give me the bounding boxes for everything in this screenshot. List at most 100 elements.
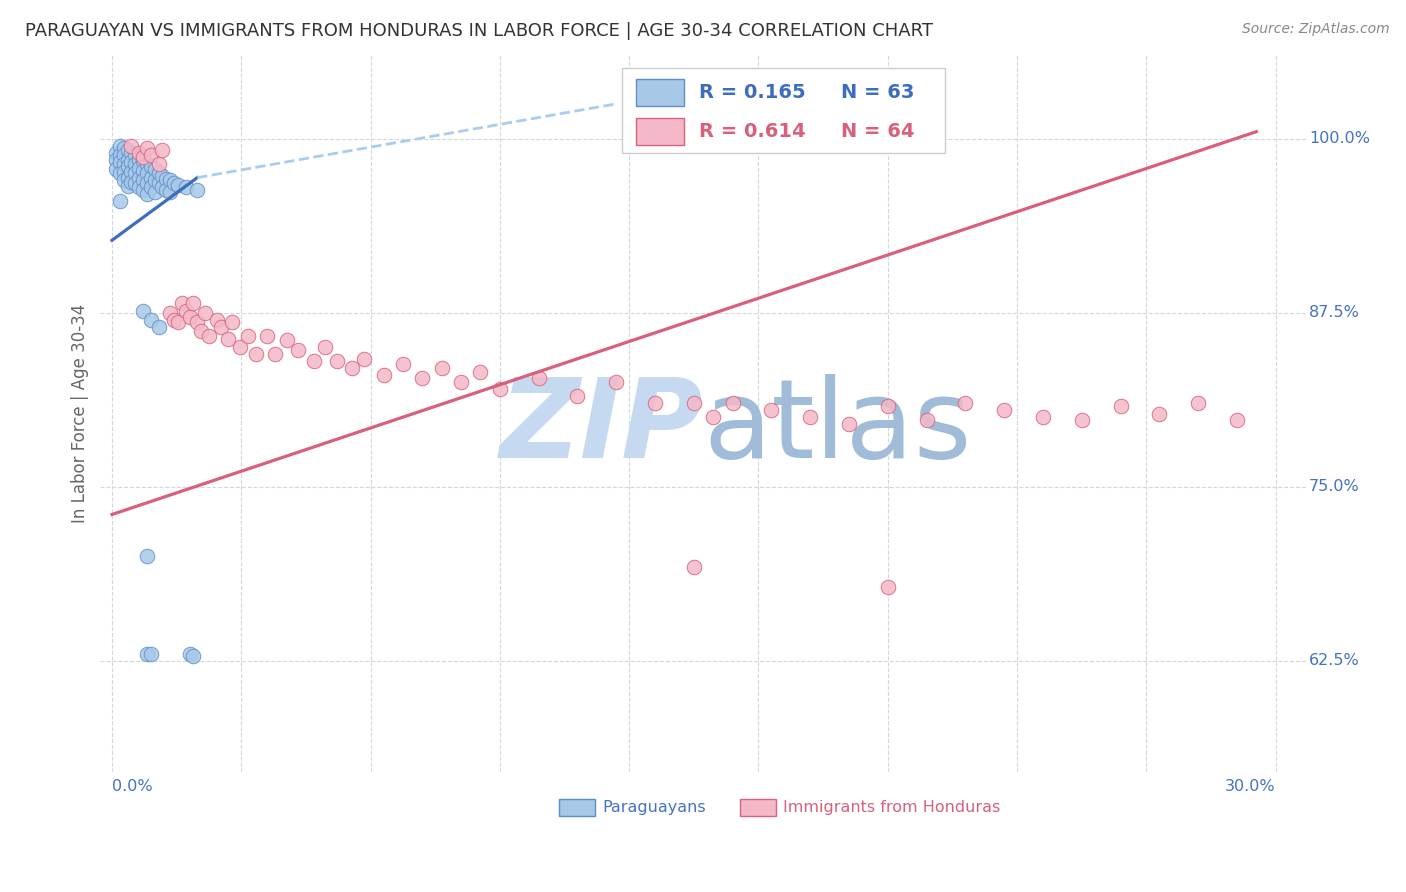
Point: [108, 194, 131, 209]
Point: [955, 396, 977, 410]
Point: [108, 166, 131, 180]
Point: [799, 410, 821, 425]
Point: [527, 371, 550, 385]
Point: [721, 396, 744, 410]
Point: [326, 354, 349, 368]
Point: [135, 166, 157, 180]
Point: [128, 145, 150, 160]
Point: [159, 173, 181, 187]
Point: [143, 185, 166, 199]
Point: [605, 376, 627, 390]
Point: [152, 143, 174, 157]
Point: [112, 173, 135, 187]
Point: [876, 580, 898, 594]
Text: 75.0%: 75.0%: [1309, 479, 1360, 494]
Point: [993, 403, 1015, 417]
Point: [682, 560, 704, 574]
Point: [108, 148, 131, 162]
Point: [167, 315, 190, 329]
Text: 62.5%: 62.5%: [1309, 653, 1360, 668]
Point: [245, 347, 267, 361]
Point: [155, 183, 177, 197]
Point: [117, 160, 139, 174]
Point: [112, 148, 135, 162]
Point: [353, 351, 375, 366]
Point: [148, 319, 170, 334]
Point: [302, 354, 325, 368]
Point: [489, 382, 512, 396]
Point: [167, 178, 190, 192]
Point: [132, 150, 155, 164]
Point: [179, 647, 201, 661]
Text: Source: ZipAtlas.com: Source: ZipAtlas.com: [1241, 22, 1389, 37]
Point: [229, 341, 252, 355]
Point: [124, 176, 146, 190]
Point: [567, 389, 589, 403]
Point: [186, 183, 208, 197]
Point: [120, 155, 142, 169]
Point: [104, 153, 127, 167]
Point: [183, 649, 205, 664]
Text: ZIP: ZIP: [501, 375, 703, 482]
Point: [152, 169, 174, 184]
Text: Paraguayans: Paraguayans: [602, 800, 706, 815]
Point: [217, 332, 239, 346]
Point: [179, 310, 201, 324]
Point: [120, 145, 142, 160]
Point: [117, 178, 139, 193]
Text: 30.0%: 30.0%: [1225, 779, 1275, 794]
Text: 100.0%: 100.0%: [1309, 131, 1369, 146]
Point: [139, 148, 162, 162]
Point: [170, 296, 193, 310]
Point: [124, 166, 146, 180]
Point: [761, 403, 783, 417]
Point: [120, 138, 142, 153]
Point: [104, 145, 127, 160]
Text: 0.0%: 0.0%: [112, 779, 153, 794]
Point: [342, 361, 364, 376]
Point: [194, 305, 217, 319]
Point: [159, 185, 181, 199]
Point: [135, 176, 157, 190]
Point: [148, 157, 170, 171]
Point: [117, 143, 139, 157]
Point: [124, 157, 146, 171]
Point: [174, 180, 197, 194]
Point: [1187, 396, 1209, 410]
Text: N = 64: N = 64: [841, 121, 914, 141]
Point: [174, 304, 197, 318]
Text: Immigrants from Honduras: Immigrants from Honduras: [783, 800, 1001, 815]
Text: 87.5%: 87.5%: [1309, 305, 1360, 320]
FancyBboxPatch shape: [636, 78, 685, 106]
Point: [135, 141, 157, 155]
Point: [132, 153, 155, 168]
Point: [163, 176, 186, 190]
Point: [155, 172, 177, 186]
Point: [221, 315, 243, 329]
Point: [183, 296, 205, 310]
Point: [143, 173, 166, 187]
Y-axis label: In Labor Force | Age 30-34: In Labor Force | Age 30-34: [72, 304, 89, 524]
Point: [139, 180, 162, 194]
Text: N = 63: N = 63: [841, 83, 914, 102]
Point: [132, 183, 155, 197]
Point: [1149, 407, 1171, 421]
Point: [108, 138, 131, 153]
Point: [135, 157, 157, 171]
Point: [1226, 413, 1249, 427]
Point: [373, 368, 395, 383]
Point: [139, 647, 162, 661]
Point: [159, 305, 181, 319]
Point: [314, 341, 336, 355]
Point: [236, 329, 259, 343]
Point: [148, 166, 170, 180]
Point: [108, 155, 131, 169]
Text: PARAGUAYAN VS IMMIGRANTS FROM HONDURAS IN LABOR FORCE | AGE 30-34 CORRELATION CH: PARAGUAYAN VS IMMIGRANTS FROM HONDURAS I…: [25, 22, 934, 40]
Point: [276, 334, 298, 348]
Point: [186, 315, 208, 329]
Point: [702, 410, 724, 425]
Point: [644, 396, 666, 410]
Point: [135, 187, 157, 202]
Point: [139, 312, 162, 326]
Point: [128, 180, 150, 194]
